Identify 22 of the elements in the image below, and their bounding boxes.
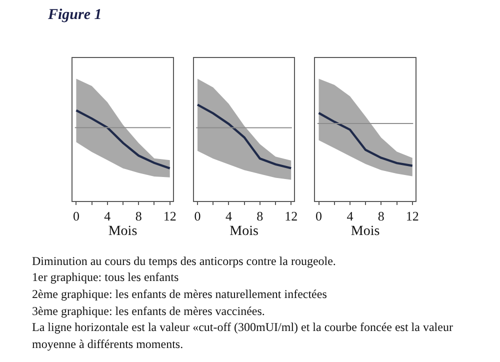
x-axis-title: Mois (108, 224, 138, 239)
x-tick-label: 4 (346, 208, 354, 224)
text: 2ème graphique: les enfants de mères naturellement infectées (32, 287, 328, 301)
x-tick-label: 12 (406, 208, 419, 224)
x-tick-label: 8 (256, 208, 264, 224)
chart-title: Figure 1 (47, 7, 102, 23)
text: Diminution au cours du temps des anticorps contre la rougeole. (32, 254, 336, 268)
x-tick-label: 12 (284, 208, 298, 224)
x-tick-label: 4 (225, 208, 232, 224)
x-tick-label: 8 (135, 208, 142, 224)
x-tick-label: 0 (72, 208, 80, 224)
x-tick-label: 0 (316, 208, 322, 224)
x-axis-title: Mois (350, 224, 380, 239)
x-tick-label: 4 (104, 208, 112, 224)
x-axis-title: Mois (230, 224, 258, 239)
text: 3ème graphique: les enfants de mères vaccinées. (32, 304, 265, 318)
text: moyenne à différents moments. (32, 337, 184, 351)
x-tick-label: 8 (378, 208, 384, 224)
text: La ligne horizontale est la valeur «cut-off (300mUI/ml) et la courbe foncée est la valeur (32, 320, 453, 334)
text: 1er graphique: tous les enfants (32, 270, 179, 284)
x-tick-label: 12 (163, 208, 176, 224)
x-tick-label: 0 (194, 208, 201, 224)
